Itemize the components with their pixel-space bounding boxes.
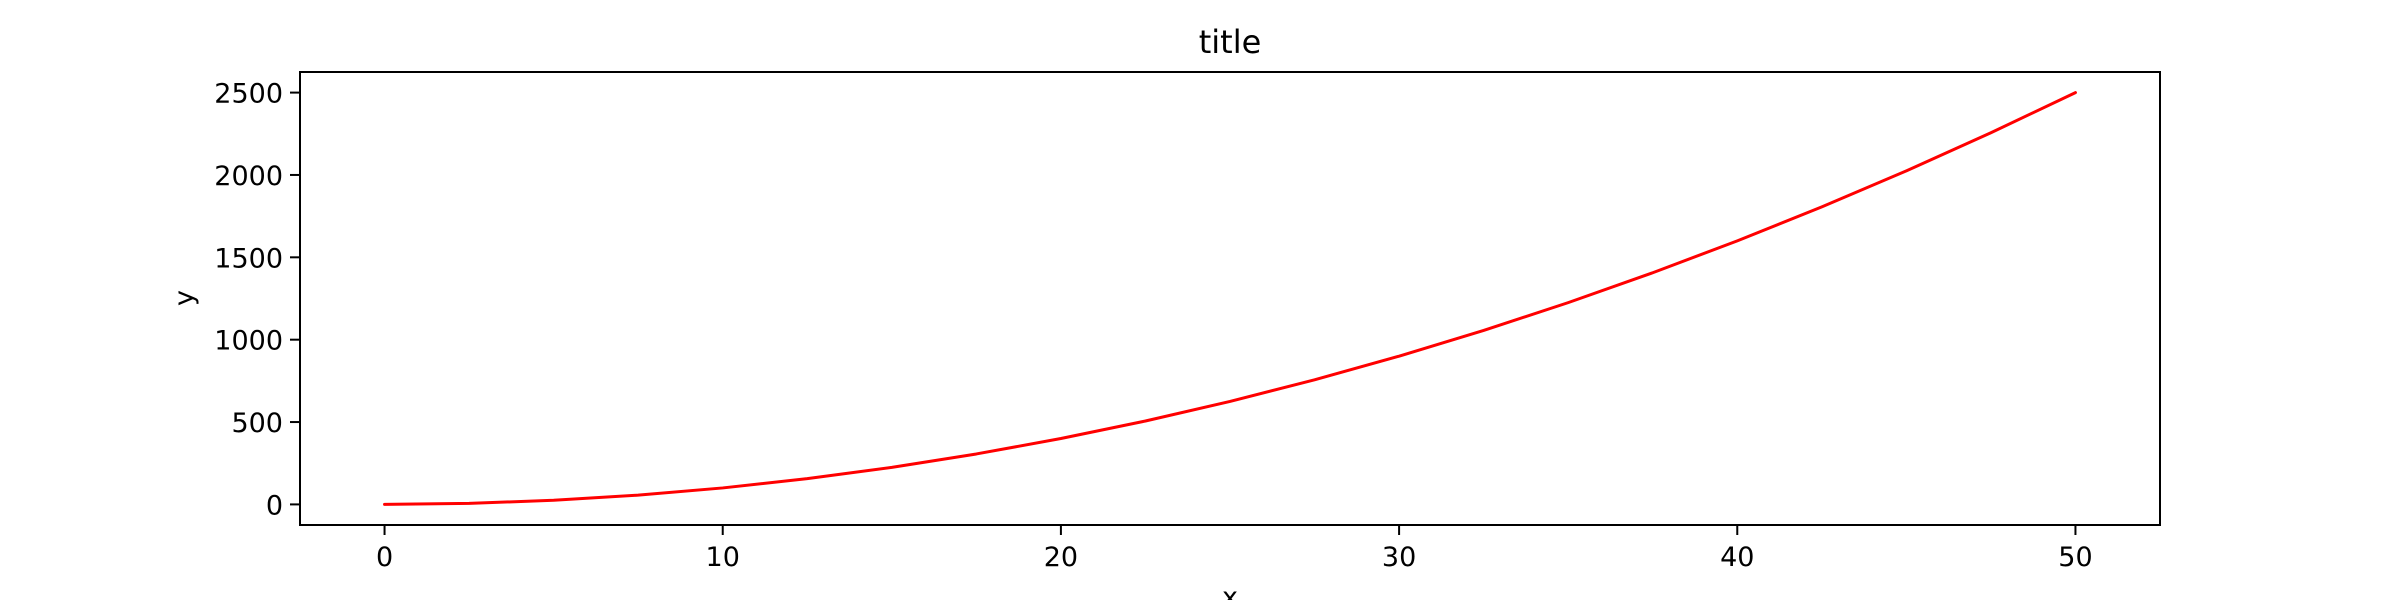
plot-area [299, 71, 2161, 526]
x-axis-label: x [1222, 582, 1238, 600]
x-tick-label: 50 [2058, 542, 2092, 573]
x-tick-label: 30 [1382, 542, 1416, 573]
x-tick-label: 20 [1044, 542, 1078, 573]
y-tick-label: 1500 [214, 243, 283, 274]
y-tick-label: 1000 [214, 326, 283, 357]
y-tick-label: 500 [231, 408, 283, 439]
y-tick-label: 2500 [214, 79, 283, 110]
series-line [383, 91, 2077, 506]
x-tick-label: 0 [376, 542, 393, 573]
x-tick-label: 40 [1720, 542, 1754, 573]
y-axis: 0 500 1000 1500 2000 2500 [214, 79, 300, 521]
y-tick-label: 0 [266, 490, 283, 521]
series-layer [383, 91, 2077, 506]
x-axis: 0 10 20 30 40 50 [376, 525, 2093, 573]
y-tick-label: 2000 [214, 161, 283, 192]
x-tick-label: 10 [706, 542, 740, 573]
y-axis-label: y [169, 290, 200, 306]
chart-title: title [1199, 23, 1262, 61]
